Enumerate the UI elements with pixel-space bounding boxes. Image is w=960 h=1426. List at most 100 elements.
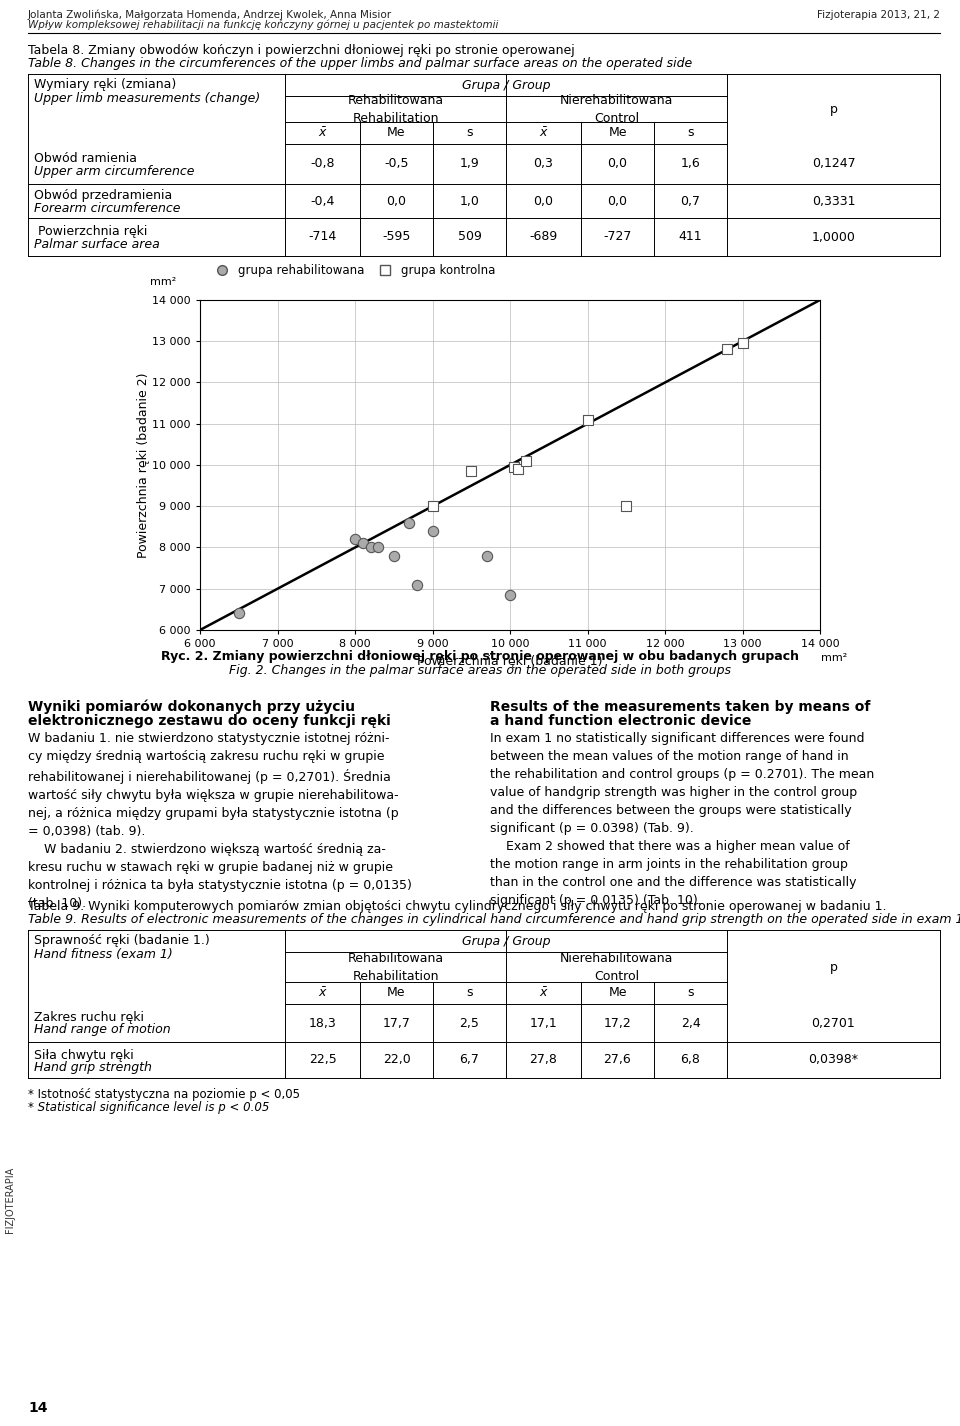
Text: 2,5: 2,5 xyxy=(460,1017,479,1030)
Point xyxy=(510,458,525,481)
Text: Zakres ruchu ręki: Zakres ruchu ręki xyxy=(34,1011,144,1024)
Text: 0,3331: 0,3331 xyxy=(812,194,855,208)
Text: 0,3: 0,3 xyxy=(534,157,553,171)
Text: $\bar{x}$: $\bar{x}$ xyxy=(539,127,548,140)
Text: Siła chwytu ręki: Siła chwytu ręki xyxy=(34,1048,133,1061)
Text: Results of the measurements taken by means of: Results of the measurements taken by mea… xyxy=(490,700,871,714)
Text: 0,0: 0,0 xyxy=(608,194,628,208)
Point xyxy=(401,512,417,535)
Text: Table 8. Changes in the circumferences of the upper limbs and palmar surface are: Table 8. Changes in the circumferences o… xyxy=(28,57,692,70)
Point xyxy=(348,528,363,550)
Text: s: s xyxy=(467,127,472,140)
Point xyxy=(425,519,441,542)
Text: 2,4: 2,4 xyxy=(681,1017,701,1030)
Point xyxy=(371,536,386,559)
Text: Hand grip strength: Hand grip strength xyxy=(34,1061,152,1074)
Text: 0,0398*: 0,0398* xyxy=(808,1054,858,1067)
Text: Grupa / Group: Grupa / Group xyxy=(462,934,550,947)
Text: a hand function electronic device: a hand function electronic device xyxy=(490,714,752,729)
Text: p: p xyxy=(829,961,837,974)
Text: 1,0: 1,0 xyxy=(460,194,479,208)
Text: In exam 1 no statistically significant differences were found
between the mean v: In exam 1 no statistically significant d… xyxy=(490,732,875,907)
Text: $\bar{x}$: $\bar{x}$ xyxy=(539,987,548,1000)
Text: 18,3: 18,3 xyxy=(308,1017,336,1030)
Point xyxy=(425,495,441,518)
Text: -0,8: -0,8 xyxy=(310,157,335,171)
Text: 22,5: 22,5 xyxy=(308,1054,336,1067)
Text: Upper arm circumference: Upper arm circumference xyxy=(34,164,195,177)
Text: Forearm circumference: Forearm circumference xyxy=(34,201,180,214)
Text: -0,5: -0,5 xyxy=(384,157,409,171)
Text: -0,4: -0,4 xyxy=(310,194,335,208)
Text: 6,8: 6,8 xyxy=(681,1054,701,1067)
Text: 27,6: 27,6 xyxy=(604,1054,632,1067)
Text: Fizjoterapia 2013, 21, 2: Fizjoterapia 2013, 21, 2 xyxy=(817,10,940,20)
Text: Palmar surface area: Palmar surface area xyxy=(34,238,159,251)
Text: 22,0: 22,0 xyxy=(383,1054,410,1067)
Text: s: s xyxy=(687,987,694,1000)
Text: 17,1: 17,1 xyxy=(530,1017,558,1030)
Text: -714: -714 xyxy=(308,231,337,244)
Text: Grupa / Group: Grupa / Group xyxy=(462,78,550,91)
Text: 0,2701: 0,2701 xyxy=(811,1017,855,1030)
Y-axis label: Powierzchnia ręki (badanie 2): Powierzchnia ręki (badanie 2) xyxy=(136,372,150,558)
Text: * Statistical significance level is p < 0.05: * Statistical significance level is p < … xyxy=(28,1101,270,1114)
Text: Me: Me xyxy=(387,127,406,140)
Text: * Istotność statystyczna na poziomie p < 0,05: * Istotność statystyczna na poziomie p <… xyxy=(28,1088,300,1101)
Text: 0,0: 0,0 xyxy=(387,194,406,208)
Point xyxy=(719,338,734,361)
Point xyxy=(618,495,634,518)
Text: s: s xyxy=(467,987,472,1000)
Text: -689: -689 xyxy=(529,231,558,244)
Text: Obwód przedramienia: Obwód przedramienia xyxy=(34,190,172,202)
Text: 0,7: 0,7 xyxy=(681,194,701,208)
Text: Fig. 2. Changes in the palmar surface areas on the operated side in both groups: Fig. 2. Changes in the palmar surface ar… xyxy=(229,665,731,677)
Text: Nierehabilitowana
Control: Nierehabilitowana Control xyxy=(560,951,673,983)
Text: Me: Me xyxy=(609,127,627,140)
Text: Nierehabilitowana
Control: Nierehabilitowana Control xyxy=(560,94,673,124)
Text: 17,7: 17,7 xyxy=(383,1017,411,1030)
Text: Ryc. 2. Zmiany powierzchni dłoniowej ręki po stronie operowanej w obu badanych g: Ryc. 2. Zmiany powierzchni dłoniowej ręk… xyxy=(161,650,799,663)
Text: 0,1247: 0,1247 xyxy=(812,157,855,171)
Text: Sprawność ręki (badanie 1.): Sprawność ręki (badanie 1.) xyxy=(34,934,209,947)
Text: Tabela 9. Wyniki komputerowych pomiarów zmian objętości chwytu cylindrycznego i : Tabela 9. Wyniki komputerowych pomiarów … xyxy=(28,900,886,913)
Point xyxy=(502,583,517,606)
Text: Table 9. Results of electronic measurements of the changes in cylindrical hand c: Table 9. Results of electronic measureme… xyxy=(28,913,960,925)
Point xyxy=(231,602,247,625)
Text: 27,8: 27,8 xyxy=(530,1054,558,1067)
Text: p: p xyxy=(829,103,837,116)
Point xyxy=(363,536,378,559)
X-axis label: Powierzchnia ręki (badanie 1): Powierzchnia ręki (badanie 1) xyxy=(418,655,603,667)
Text: Jolanta Zwolińska, Małgorzata Homenda, Andrzej Kwolek, Anna Misior: Jolanta Zwolińska, Małgorzata Homenda, A… xyxy=(28,10,392,20)
Point xyxy=(355,532,371,555)
Text: Hand fitness (exam 1): Hand fitness (exam 1) xyxy=(34,948,173,961)
Text: 14: 14 xyxy=(28,1400,47,1415)
Point xyxy=(409,573,424,596)
Legend: grupa rehabilitowana, grupa kontrolna: grupa rehabilitowana, grupa kontrolna xyxy=(205,260,500,282)
Text: FIZJOTERAPIA: FIZJOTERAPIA xyxy=(5,1166,15,1233)
Text: Me: Me xyxy=(609,987,627,1000)
Point xyxy=(464,459,479,482)
Text: 509: 509 xyxy=(458,231,481,244)
Text: 6,7: 6,7 xyxy=(460,1054,479,1067)
Text: 0,0: 0,0 xyxy=(608,157,628,171)
Text: 0,0: 0,0 xyxy=(534,194,554,208)
Point xyxy=(479,545,494,568)
Point xyxy=(734,332,750,355)
Text: Wpływ kompleksowej rehabilitacji na funkcję kończyny górnej u pacjentek po maste: Wpływ kompleksowej rehabilitacji na funk… xyxy=(28,20,498,30)
Text: Wymiary ręki (zmiana): Wymiary ręki (zmiana) xyxy=(34,78,177,91)
Text: -727: -727 xyxy=(603,231,632,244)
Text: Rehabilitowana
Rehabilitation: Rehabilitowana Rehabilitation xyxy=(348,94,444,124)
Text: Me: Me xyxy=(387,987,406,1000)
Point xyxy=(517,449,533,472)
Text: Tabela 8. Zmiany obwodów kończyn i powierzchni dłoniowej ręki po stronie operowa: Tabela 8. Zmiany obwodów kończyn i powie… xyxy=(28,44,575,57)
Text: 411: 411 xyxy=(679,231,703,244)
Text: 1,0000: 1,0000 xyxy=(811,231,855,244)
Text: Hand range of motion: Hand range of motion xyxy=(34,1024,171,1037)
Text: Obwód ramienia: Obwód ramienia xyxy=(34,153,137,165)
Text: Wyniki pomiarów dokonanych przy użyciu: Wyniki pomiarów dokonanych przy użyciu xyxy=(28,700,355,714)
Text: 17,2: 17,2 xyxy=(604,1017,632,1030)
Text: Powierzchnia ręki: Powierzchnia ręki xyxy=(34,225,148,238)
Point xyxy=(580,408,595,431)
Text: Rehabilitowana
Rehabilitation: Rehabilitowana Rehabilitation xyxy=(348,951,444,983)
